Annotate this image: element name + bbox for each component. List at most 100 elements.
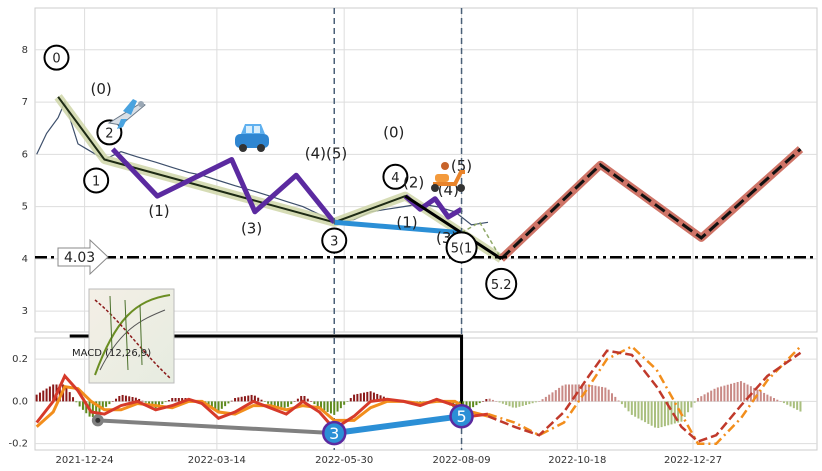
macd-histogram-bar [124,395,127,402]
macd-histogram-bar [736,382,739,402]
macd-histogram-bar [58,384,61,402]
macd-histogram-bar [290,401,293,405]
macd-histogram-bar [594,385,597,402]
macd-projected-line [487,349,802,443]
macd-histogram-bar [604,387,607,402]
macd-histogram-bar [144,401,147,403]
macd-histogram-bar [733,382,736,402]
macd-histogram-bar [670,401,673,425]
macd-histogram-bar [568,384,571,402]
macd-histogram-bar [118,395,121,402]
macd-histogram-bar [366,391,369,402]
macd-histogram-bar [525,401,528,406]
macd-histogram-bar [792,401,795,409]
macd-histogram-bar [65,387,68,402]
macd-histogram-bar [111,401,114,402]
macd-histogram-bar [677,401,680,423]
macd-histogram-bar [333,401,336,415]
macd-histogram-bar [498,401,501,403]
macd-histogram-bar [690,401,693,408]
wave-label-circle [83,167,110,194]
macd-histogram-bar [683,401,686,417]
macd-histogram-bar [713,388,716,402]
macd-histogram-bar [601,386,604,402]
macd-histogram-bar [157,401,160,407]
macd-histogram-bar [72,397,75,402]
macd-histogram-bar [326,401,329,412]
macd-histogram-bar [128,396,131,402]
scooter-icon [431,162,465,192]
macd-histogram-bar [273,401,276,406]
x-tick-label: 2022-03-14 [188,455,246,466]
macd-histogram-bar [710,390,713,402]
panel-connector-line [69,334,464,408]
macd-histogram-bar [253,395,256,402]
macd-histogram-bar [131,397,134,402]
wave-label: (4)(5) [305,144,348,162]
macd-histogram-bar [356,393,359,402]
macd-histogram-bar [644,401,647,423]
macd-histogram-bar [634,401,637,417]
price-y-tick-label: 5 [22,202,28,213]
macd-histogram-bar [551,392,554,402]
macd-histogram-bar [174,398,177,402]
macd-histogram-bar [346,401,349,402]
macd-histogram-bar [726,384,729,402]
macd-histogram-bar [577,384,580,402]
wave-label: 5(1 [451,241,473,256]
macd-histogram-bar [237,397,240,402]
macd-histogram-bar [263,401,266,402]
macd-histogram-bar [310,401,313,402]
macd-histogram-bar [468,401,471,409]
wave-label: (1) [148,202,169,220]
macd-histogram-bar [782,401,785,404]
macd-histogram-bar [283,401,286,408]
macd-histogram-bar [240,396,243,402]
macd-histogram-bar [217,401,220,412]
macd-projected-signal [487,344,802,445]
macd-histogram-bar [667,401,670,426]
macd-histogram-bar [554,390,557,402]
wave-sub2-line [403,194,463,220]
macd-histogram-bar [515,401,518,408]
macd-histogram-bar [544,396,547,402]
x-tick-label: 2022-08-09 [432,455,490,466]
macd-histogram-bar [743,382,746,402]
macd-divergence-blue [333,413,462,437]
macd-histogram-bar [68,392,71,402]
macd-histogram-bar [548,394,551,402]
macd-histogram-bar [759,391,762,402]
wave-label: (3) [241,220,262,238]
macd-histogram-bar [363,392,366,402]
macd-histogram-bar [75,401,78,403]
macd-histogram-bar [518,401,521,407]
macd-histogram-bar [247,395,250,402]
car-icon [235,124,269,152]
macd-histogram-bar [300,395,303,402]
macd-histogram-bar [257,397,260,402]
x-tick-label: 2021-12-24 [56,455,114,466]
macd-histogram-bar [349,398,352,402]
macd-histogram-bar [293,401,296,402]
macd-histogram-bar [475,401,478,406]
macd-histogram-bar [243,396,246,402]
macd-histogram-bar [214,401,217,411]
macd-histogram-bar [85,401,88,414]
wave-label-circle [43,44,70,71]
macd-histogram-bar [52,384,55,402]
wave-label: (0) [91,80,112,98]
macd-divergence-start-core [95,417,101,423]
macd-histogram-bar [115,398,118,402]
macd-histogram-bar [779,401,782,402]
macd-marker-circle [321,420,347,446]
price-panel [34,7,818,333]
wave-label-circle [382,163,409,190]
wave-label-circle [96,119,123,146]
macd-histogram-bar [277,401,280,407]
wave-label-circle [445,231,478,264]
macd-histogram-bar [161,401,164,405]
macd-histogram-bar [177,398,180,402]
wave-label: 3 [330,235,338,250]
macd-histogram-bar [531,401,534,404]
macd-histogram-bar [343,401,346,405]
